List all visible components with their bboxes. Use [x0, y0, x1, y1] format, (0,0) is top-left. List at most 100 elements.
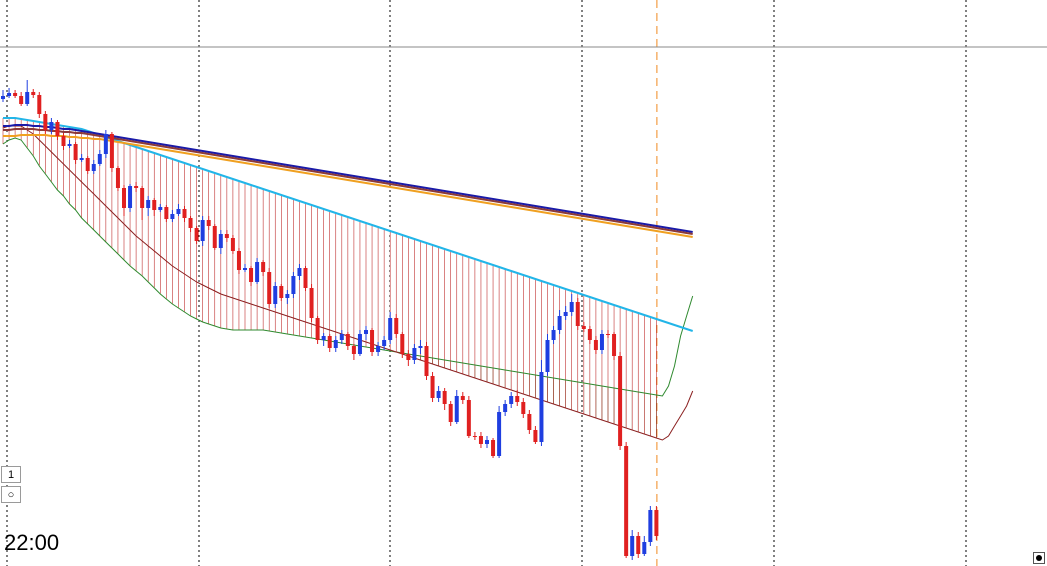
candle-body-89 [539, 372, 544, 442]
time-label: 22:00 [4, 530, 60, 555]
candle-body-12 [73, 144, 78, 160]
candle-body-34 [206, 220, 211, 226]
candle-body-62 [376, 346, 381, 352]
candle-body-102 [618, 356, 623, 446]
candle-body-33 [200, 220, 205, 241]
candle-body-93 [563, 312, 568, 316]
candle-body-63 [382, 340, 387, 346]
candle-body-88 [533, 430, 538, 442]
candle-body-101 [612, 334, 617, 356]
candle-body-46 [279, 286, 284, 298]
candle-body-11 [67, 144, 72, 146]
candle-body-76 [460, 396, 465, 400]
candle-body-55 [333, 340, 338, 348]
corner-record-button[interactable] [1033, 552, 1045, 564]
candle-body-94 [569, 302, 574, 312]
candle-body-81 [491, 440, 496, 456]
candle-body-25 [152, 200, 157, 210]
candle-body-32 [194, 228, 199, 241]
candle-body-23 [140, 188, 145, 208]
candle-body-52 [315, 318, 320, 340]
mode-toggle-button[interactable]: ○ [1, 486, 21, 503]
candle-body-59 [357, 334, 362, 354]
candle-body-65 [394, 318, 399, 334]
scale-button[interactable]: 1 [1, 466, 21, 483]
candle-body-80 [485, 440, 489, 444]
candle-body-92 [557, 316, 562, 330]
candle-body-27 [164, 207, 169, 219]
candle-body-98 [593, 340, 598, 350]
candle-body-8 [49, 122, 54, 130]
candle-body-74 [448, 404, 453, 422]
candle-body-45 [273, 286, 278, 304]
candle-body-104 [630, 536, 635, 556]
candle-body-1 [7, 93, 12, 96]
candle-body-47 [285, 294, 290, 298]
candle-body-71 [430, 376, 435, 398]
candle-body-57 [345, 334, 350, 346]
candle-body-96 [581, 326, 586, 329]
candle-body-4 [25, 92, 30, 104]
candle-body-50 [303, 268, 308, 288]
candle-body-78 [472, 436, 477, 437]
candle-body-18 [109, 134, 114, 168]
candle-body-73 [442, 391, 447, 404]
candle-body-72 [436, 391, 441, 398]
candle-body-9 [55, 122, 60, 136]
candle-body-22 [134, 186, 139, 188]
candle-body-35 [212, 226, 217, 248]
candle-body-30 [182, 209, 187, 218]
candle-body-95 [575, 302, 580, 326]
candle-body-5 [31, 92, 36, 95]
candle-body-20 [122, 188, 126, 208]
candle-body-68 [412, 348, 417, 360]
candle-body-31 [188, 218, 193, 228]
candle-body-42 [255, 262, 260, 282]
candle-body-54 [327, 336, 332, 348]
candle-body-10 [61, 136, 66, 146]
candle-body-6 [37, 95, 42, 114]
candle-body-21 [128, 186, 133, 208]
series-line-3 [3, 124, 693, 233]
candle-body-49 [297, 268, 302, 276]
candle-body-56 [339, 334, 344, 340]
candle-body-39 [236, 251, 241, 270]
candle-body-36 [218, 234, 223, 248]
candle-body-77 [466, 400, 471, 436]
candle-body-51 [309, 288, 314, 318]
candle-body-108 [654, 510, 659, 536]
candle-body-107 [648, 510, 653, 542]
candle-body-48 [291, 276, 296, 294]
candle-body-0 [1, 96, 5, 99]
candle-body-40 [243, 268, 247, 270]
candle-body-15 [91, 164, 96, 171]
candle-body-19 [115, 168, 120, 188]
candle-body-69 [418, 346, 423, 348]
candle-body-105 [636, 536, 641, 554]
candle-body-79 [478, 436, 483, 444]
candle-body-53 [321, 336, 326, 340]
candle-body-82 [497, 412, 502, 456]
candle-body-75 [454, 396, 459, 422]
candle-body-70 [424, 346, 429, 376]
candle-body-37 [224, 234, 229, 238]
candle-body-87 [527, 414, 532, 430]
candle-body-103 [624, 446, 629, 556]
candle-body-85 [515, 396, 520, 402]
candle-body-43 [261, 262, 266, 272]
candle-body-84 [509, 396, 514, 404]
candle-body-38 [230, 238, 235, 251]
candle-body-29 [176, 209, 181, 214]
candle-body-99 [599, 334, 604, 350]
candle-body-17 [103, 134, 108, 154]
series-line-5 [3, 134, 693, 238]
candle-body-7 [43, 114, 48, 130]
candle-body-28 [170, 214, 175, 219]
candle-body-100 [606, 334, 610, 335]
candle-body-90 [545, 340, 550, 372]
candle-body-2 [13, 93, 18, 96]
candle-body-106 [642, 542, 647, 554]
candle-body-60 [364, 330, 368, 334]
